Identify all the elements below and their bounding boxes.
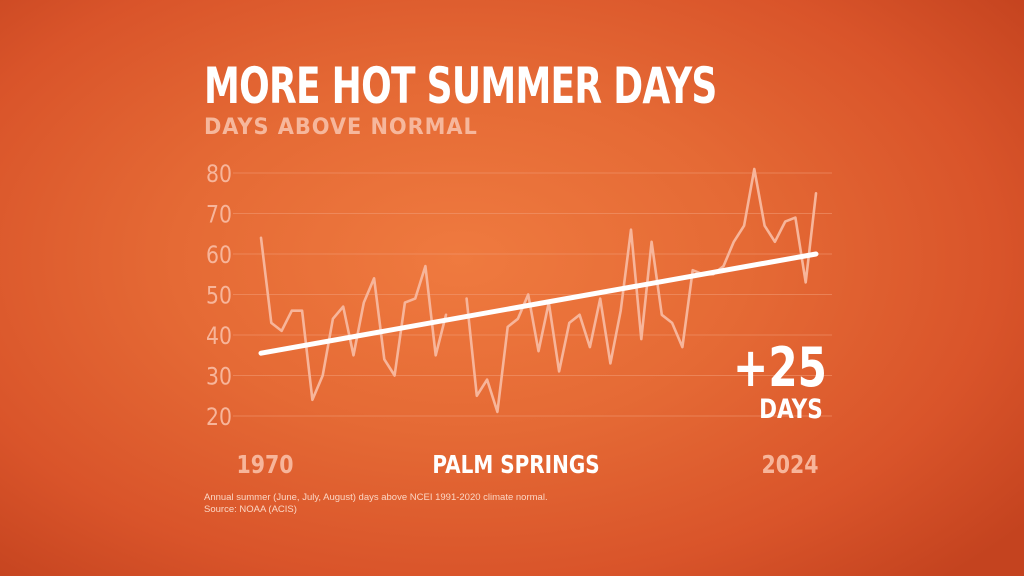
chart-title: MORE HOT SUMMER DAYS (204, 57, 717, 115)
x-tick-label-last: 2024 (761, 451, 818, 479)
chart-subtitle: DAYS ABOVE NORMAL (204, 115, 478, 140)
y-tick-label: 80 (206, 160, 232, 188)
trend-line (258, 251, 819, 356)
trend-group (258, 251, 819, 356)
y-tick-label: 60 (206, 241, 232, 269)
gridlines (233, 172, 832, 417)
y-tick-label: 70 (206, 201, 232, 229)
y-tick-label: 20 (206, 403, 232, 431)
x-tick-label-first: 1970 (236, 451, 293, 479)
location-label: PALM SPRINGS (432, 451, 599, 480)
callout-value: +25 (733, 337, 827, 399)
footnote-line-2: Source: NOAA (ACIS) (204, 504, 297, 515)
footnote: Annual summer (June, July, August) days … (204, 492, 548, 516)
footnote-line-1: Annual summer (June, July, August) days … (204, 492, 548, 503)
y-tick-label: 30 (206, 363, 232, 391)
callout-unit: DAYS (759, 393, 823, 425)
y-tick-label: 50 (206, 282, 232, 310)
data-series (259, 167, 818, 414)
y-tick-label: 40 (206, 322, 232, 350)
series-line (259, 167, 818, 414)
y-axis-ticks: 20 30 40 50 60 70 80 (206, 160, 232, 431)
